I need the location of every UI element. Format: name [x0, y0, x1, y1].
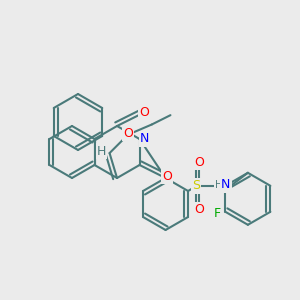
Text: O: O: [162, 170, 172, 183]
Text: H: H: [215, 180, 222, 190]
Text: O: O: [140, 106, 149, 119]
Text: N: N: [221, 178, 230, 191]
Text: S: S: [192, 179, 200, 192]
Text: O: O: [123, 127, 133, 140]
Text: H: H: [97, 145, 106, 158]
Text: N: N: [140, 133, 149, 146]
Text: F: F: [214, 207, 221, 220]
Text: O: O: [194, 203, 204, 216]
Text: O: O: [194, 155, 204, 169]
